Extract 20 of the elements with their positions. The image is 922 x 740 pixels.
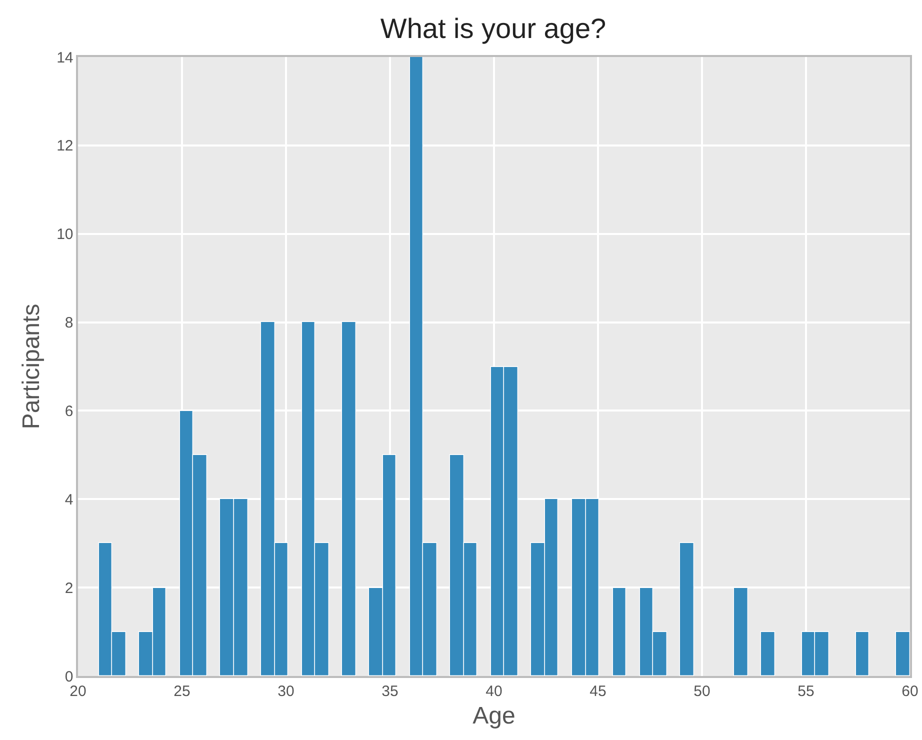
y-tick-label: 2 (64, 580, 74, 597)
x-axis-title: Age (472, 702, 516, 730)
y-tick-label: 14 (56, 49, 74, 66)
y-axis-title: Participants (18, 304, 46, 430)
x-tick-label: 30 (278, 682, 294, 700)
x-tick-label: 45 (590, 682, 606, 700)
y-tick-label: 10 (56, 226, 74, 244)
y-tick-label: 6 (64, 402, 74, 420)
y-tick-label: 12 (56, 138, 74, 155)
y-tick-label: 0 (64, 668, 74, 686)
y-tick-label: 8 (64, 314, 74, 332)
x-tick-label: 20 (70, 682, 86, 700)
x-tick-label: 60 (902, 682, 918, 700)
x-tick-label: 35 (382, 682, 398, 700)
y-tick-label: 4 (64, 491, 74, 508)
chart-title: What is your age? (380, 13, 606, 44)
x-tick-label: 40 (486, 682, 502, 700)
x-tick-label: 55 (798, 682, 814, 700)
x-tick-label: 25 (174, 682, 190, 700)
x-tick-label: 50 (694, 682, 710, 700)
